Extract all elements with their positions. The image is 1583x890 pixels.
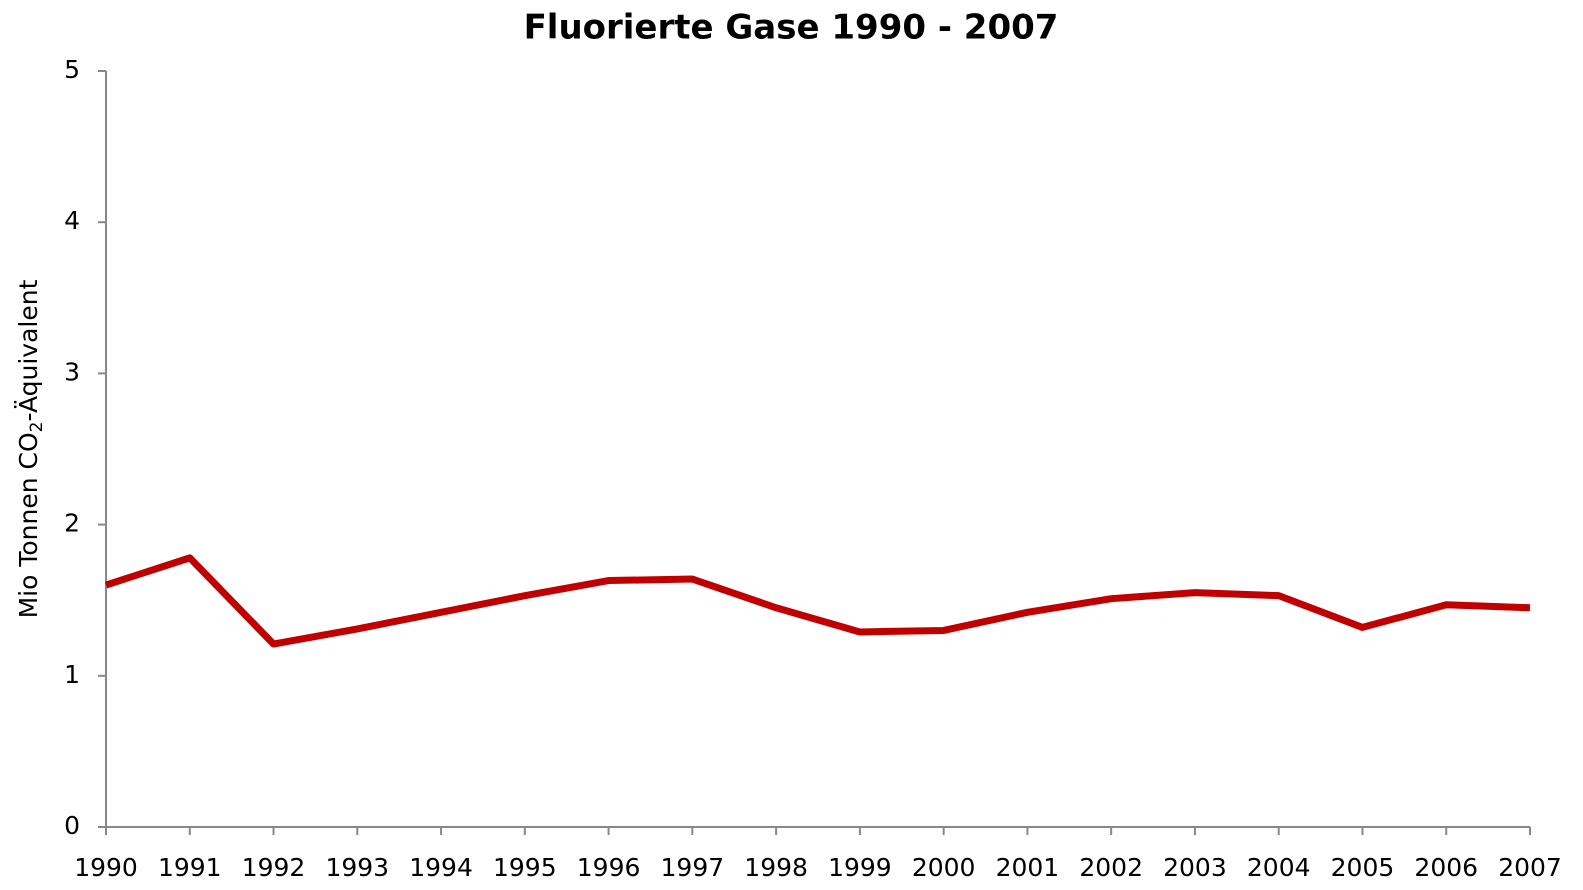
y-tick-label: 3 bbox=[64, 357, 80, 386]
y-tick-label: 5 bbox=[64, 55, 80, 84]
y-tick-label: 1 bbox=[64, 660, 80, 689]
x-tick-label: 1997 bbox=[661, 853, 725, 882]
x-tick-label: 1999 bbox=[828, 853, 892, 882]
data-line bbox=[104, 554, 1531, 648]
x-tick-label: 1991 bbox=[158, 853, 222, 882]
x-tick-label: 1995 bbox=[493, 853, 557, 882]
x-tick-label: 2003 bbox=[1163, 853, 1227, 882]
x-tick-label: 1998 bbox=[744, 853, 808, 882]
x-tick-label: 1992 bbox=[242, 853, 306, 882]
y-tick-label: 4 bbox=[64, 206, 80, 235]
y-label-main: Mio Tonnen CO bbox=[14, 432, 43, 618]
x-tick-label: 1994 bbox=[409, 853, 473, 882]
chart-title: Fluorierte Gase 1990 - 2007 bbox=[524, 8, 1059, 48]
x-tick-label: 2005 bbox=[1331, 853, 1395, 882]
x-tick-label: 2000 bbox=[912, 853, 976, 882]
x-tick-label: 1990 bbox=[74, 853, 138, 882]
y-label-sub: 2 bbox=[27, 421, 47, 432]
x-tick-label: 2007 bbox=[1498, 853, 1562, 882]
x-tick-label: 2004 bbox=[1247, 853, 1311, 882]
x-tick-label: 1993 bbox=[325, 853, 389, 882]
y-tick-label: 0 bbox=[64, 811, 80, 840]
x-tick-label: 1996 bbox=[577, 853, 641, 882]
x-tick-label: 2002 bbox=[1079, 853, 1143, 882]
y-tick-label: 2 bbox=[64, 509, 80, 538]
x-tick-label: 2001 bbox=[996, 853, 1060, 882]
y-axis-label: Mio Tonnen CO2-Äquivalent bbox=[14, 279, 47, 618]
y-label-rest: -Äquivalent bbox=[14, 279, 43, 421]
x-tick-label: 2006 bbox=[1414, 853, 1478, 882]
